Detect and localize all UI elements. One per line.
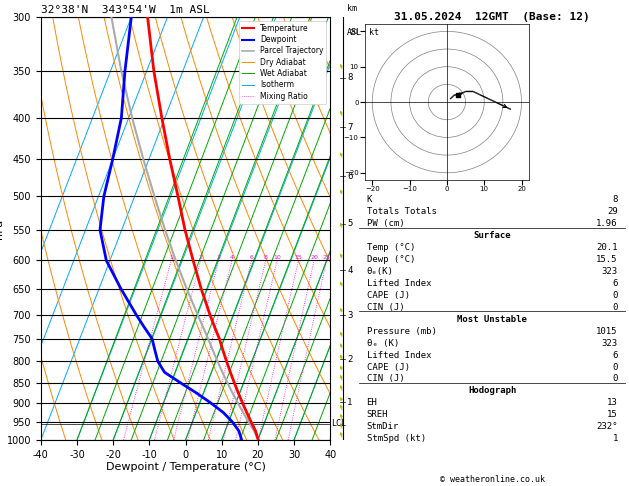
Text: 6: 6 xyxy=(250,256,253,260)
Text: 1: 1 xyxy=(169,256,173,260)
Text: 0: 0 xyxy=(613,375,618,383)
Text: Temp (°C): Temp (°C) xyxy=(367,243,415,252)
Text: Totals Totals: Totals Totals xyxy=(367,207,437,216)
Text: kt: kt xyxy=(369,28,379,37)
Text: 8: 8 xyxy=(613,195,618,204)
Text: 0: 0 xyxy=(613,291,618,300)
Text: 7: 7 xyxy=(347,123,353,132)
Text: CIN (J): CIN (J) xyxy=(367,375,404,383)
Text: K: K xyxy=(367,195,372,204)
Text: Lifted Index: Lifted Index xyxy=(367,279,431,288)
Text: 1.96: 1.96 xyxy=(596,219,618,228)
Text: 20: 20 xyxy=(310,256,318,260)
Text: θₑ(K): θₑ(K) xyxy=(367,267,393,276)
Legend: Temperature, Dewpoint, Parcel Trajectory, Dry Adiabat, Wet Adiabat, Isotherm, Mi: Temperature, Dewpoint, Parcel Trajectory… xyxy=(239,21,326,104)
Text: 0: 0 xyxy=(613,363,618,371)
Text: 8: 8 xyxy=(347,73,353,82)
Text: CAPE (J): CAPE (J) xyxy=(367,291,409,300)
Text: 232°: 232° xyxy=(596,422,618,431)
Text: 2: 2 xyxy=(347,355,353,364)
Text: 4: 4 xyxy=(230,256,234,260)
Text: CIN (J): CIN (J) xyxy=(367,303,404,312)
Text: 2: 2 xyxy=(199,256,203,260)
Text: Most Unstable: Most Unstable xyxy=(457,315,527,324)
Text: 15: 15 xyxy=(294,256,303,260)
Text: 31.05.2024  12GMT  (Base: 12): 31.05.2024 12GMT (Base: 12) xyxy=(394,12,590,22)
Text: 3: 3 xyxy=(216,256,221,260)
X-axis label: Dewpoint / Temperature (°C): Dewpoint / Temperature (°C) xyxy=(106,462,265,472)
Text: PW (cm): PW (cm) xyxy=(367,219,404,228)
Text: 0: 0 xyxy=(613,303,618,312)
Text: Lifted Index: Lifted Index xyxy=(367,350,431,360)
Text: 3: 3 xyxy=(347,311,353,320)
Text: StmDir: StmDir xyxy=(367,422,399,431)
Text: 10: 10 xyxy=(273,256,281,260)
Y-axis label: hPa: hPa xyxy=(0,218,4,239)
Text: Surface: Surface xyxy=(474,231,511,240)
Text: 25: 25 xyxy=(323,256,330,260)
Text: CAPE (J): CAPE (J) xyxy=(367,363,409,371)
Text: EH: EH xyxy=(367,399,377,407)
Text: 6: 6 xyxy=(613,279,618,288)
Text: 6: 6 xyxy=(347,172,353,180)
Text: 6: 6 xyxy=(613,350,618,360)
Text: 4: 4 xyxy=(347,265,353,275)
Text: 15.5: 15.5 xyxy=(596,255,618,264)
Text: 15: 15 xyxy=(607,410,618,419)
Text: 20.1: 20.1 xyxy=(596,243,618,252)
Text: θₑ (K): θₑ (K) xyxy=(367,339,399,347)
Text: StmSpd (kt): StmSpd (kt) xyxy=(367,434,426,443)
Text: 1: 1 xyxy=(613,434,618,443)
Text: SREH: SREH xyxy=(367,410,388,419)
Point xyxy=(453,91,463,99)
Text: ASL: ASL xyxy=(347,28,362,36)
Text: 323: 323 xyxy=(602,339,618,347)
Text: 5: 5 xyxy=(347,219,353,228)
Text: 1015: 1015 xyxy=(596,327,618,336)
Text: LCL: LCL xyxy=(331,419,346,428)
Text: © weatheronline.co.uk: © weatheronline.co.uk xyxy=(440,474,545,484)
Text: 29: 29 xyxy=(607,207,618,216)
Text: 8: 8 xyxy=(264,256,268,260)
Text: Hodograph: Hodograph xyxy=(468,386,516,396)
Text: 323: 323 xyxy=(602,267,618,276)
Text: Dewp (°C): Dewp (°C) xyxy=(367,255,415,264)
Text: 13: 13 xyxy=(607,399,618,407)
Text: km: km xyxy=(347,4,357,13)
Text: Pressure (mb): Pressure (mb) xyxy=(367,327,437,336)
Text: 1: 1 xyxy=(347,398,353,407)
Text: 32°38'N  343°54'W  1m ASL: 32°38'N 343°54'W 1m ASL xyxy=(41,5,209,15)
